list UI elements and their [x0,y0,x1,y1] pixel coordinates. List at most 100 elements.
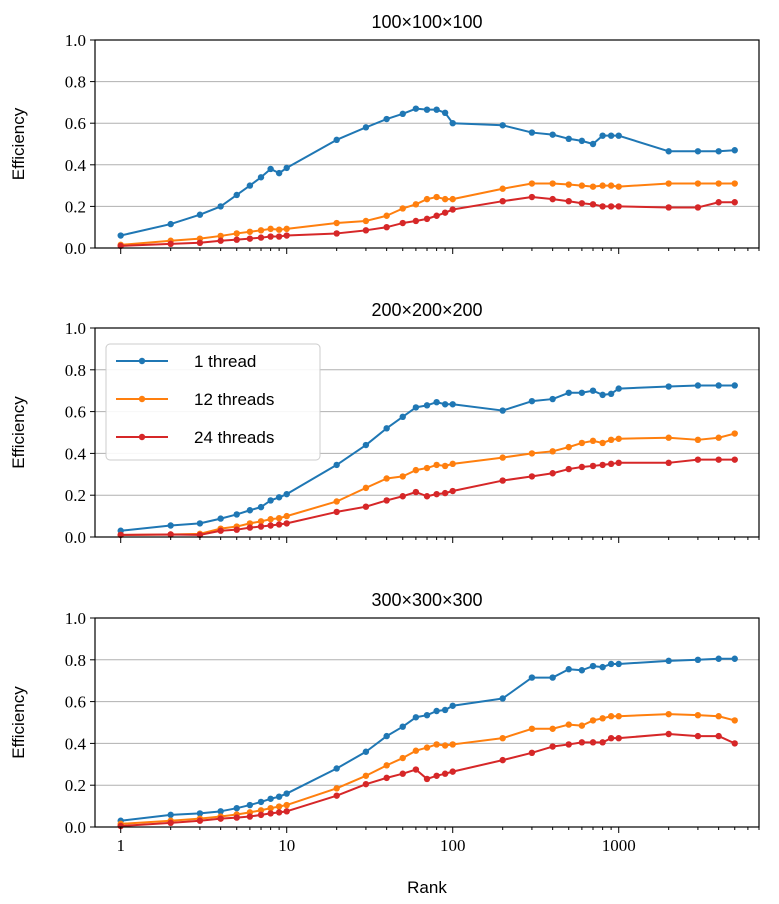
legend-item: 24 threads [116,428,274,447]
data-point [433,707,440,715]
data-point [362,780,370,788]
data-point [607,182,615,189]
data-point [283,225,290,233]
data-point [423,493,431,500]
data-point [283,808,290,815]
y-tick-label: 0.6 [65,693,86,712]
data-point [615,660,622,668]
x-tick-label: 100 [440,836,466,855]
data-point [362,484,370,492]
data-point [233,814,240,821]
y-tick-label: 0.6 [65,403,86,422]
data-point [283,801,290,809]
data-point [599,132,606,139]
series-line [120,713,735,825]
panel-title: 100×100×100 [371,12,482,32]
data-point [433,193,440,201]
x-tick-label: 1 [116,836,125,855]
data-point [565,443,572,451]
data-point [433,461,440,469]
data-point [449,487,456,495]
data-point [383,425,390,432]
data-point [257,227,265,234]
data-point [412,466,420,474]
data-point [217,808,224,815]
data-point [362,124,370,131]
data-point [715,655,722,662]
data-point [167,522,174,529]
data-point [449,460,456,468]
data-point [267,225,274,233]
data-point [167,220,174,228]
data-point [257,523,265,530]
data-point [441,742,449,749]
data-point [731,180,738,187]
data-point [333,461,340,469]
data-point [449,768,456,775]
data-point [449,120,456,127]
data-point [383,115,390,123]
data-point [715,180,722,187]
x-axis-label: Rank [407,878,447,897]
data-point [399,413,406,421]
data-point [615,385,622,392]
data-point [665,434,672,441]
data-point [433,398,440,406]
x-tick-label: 1000 [602,836,636,855]
data-point [383,475,390,482]
data-point [283,164,290,172]
data-point [607,734,615,742]
data-point [423,402,431,409]
data-point [267,804,274,812]
data-point [607,203,615,210]
y-tick-label: 0.4 [65,156,87,175]
data-point [694,204,702,211]
y-tick-label: 0.0 [65,239,86,258]
legend-swatch-marker [138,433,146,441]
data-point [433,741,440,748]
data-point [441,770,449,777]
data-point [578,182,586,189]
data-point [615,459,622,467]
data-point [589,183,597,190]
data-point [589,662,597,670]
data-point [589,462,597,470]
y-tick-label: 0.8 [65,651,86,670]
data-point [665,383,672,390]
data-point [257,503,265,511]
data-point [399,754,406,762]
data-point [549,448,556,455]
data-point [217,203,224,210]
data-point [565,181,572,188]
data-point [565,666,572,673]
panel-3: 0.0 0.2 0.4 0.6 0.8 1.0 1 10 100 1000 300×300×300 E… [9,590,760,897]
data-point [333,219,340,227]
data-point [565,465,572,473]
data-point [441,209,449,216]
data-point [665,204,672,211]
data-point [565,721,572,728]
data-point [549,395,556,403]
data-point [589,739,597,746]
data-point [362,217,370,225]
data-point [383,497,390,504]
data-point [267,497,274,504]
data-point [441,489,449,497]
y-tick-label: 0.4 [65,444,87,463]
data-point [423,711,431,719]
data-point [599,461,606,469]
data-point [528,473,536,480]
data-point [715,199,722,206]
data-point [607,390,615,398]
data-point [607,436,615,444]
data-point [423,215,431,223]
data-point [233,511,240,518]
data-point [167,531,174,538]
data-point [549,131,556,138]
data-point [167,811,174,819]
data-point [399,110,406,118]
data-point [565,135,572,142]
data-point [589,387,597,394]
data-point [267,810,274,817]
y-tick-label: 0.8 [65,73,86,92]
